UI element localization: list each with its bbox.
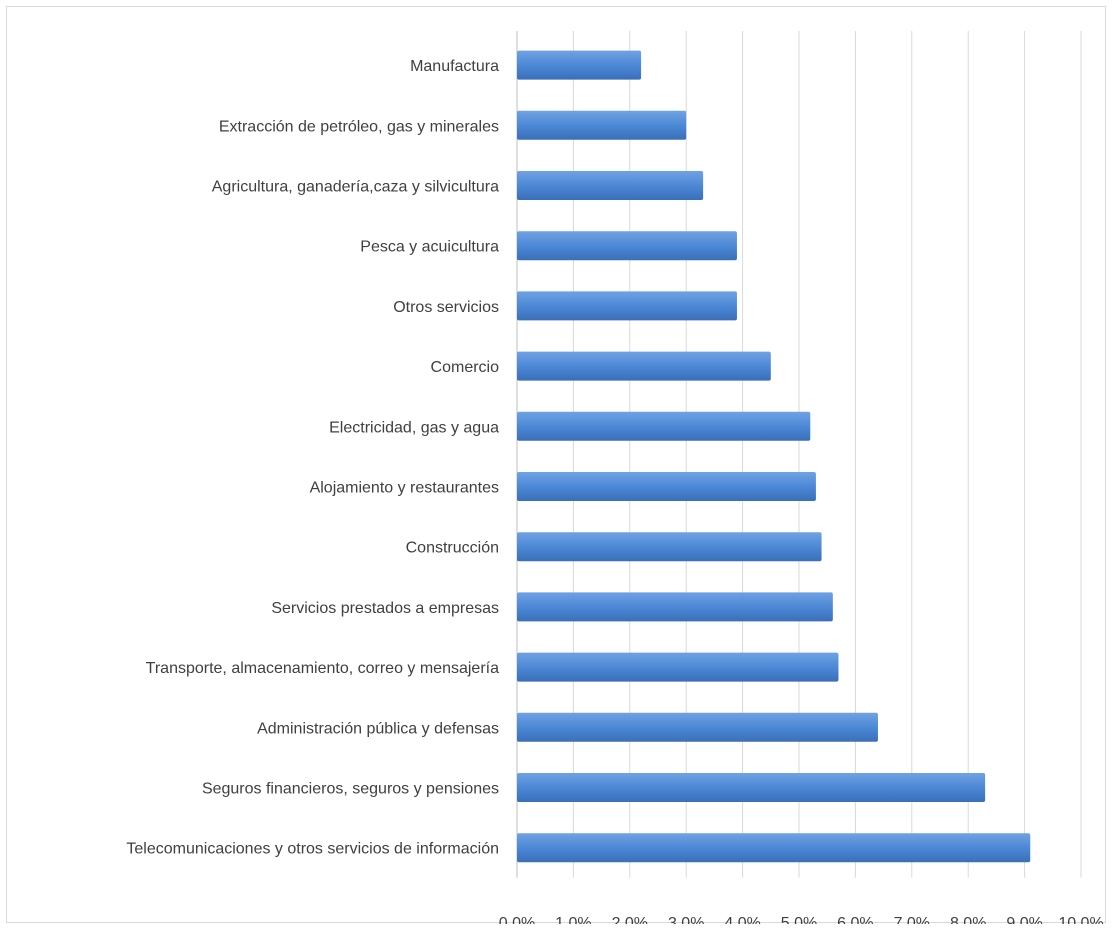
x-tick-label: 5.0% bbox=[781, 915, 817, 924]
x-tick-label: 7.0% bbox=[894, 915, 930, 924]
bar bbox=[517, 231, 737, 261]
category-label: Otros servicios bbox=[393, 299, 499, 316]
x-tick-label: 1.0% bbox=[555, 915, 591, 924]
category-label: Construcción bbox=[406, 540, 499, 557]
bar bbox=[517, 773, 986, 802]
x-tick-label: 0.0% bbox=[499, 915, 535, 924]
bar-chart: Manufactura Extracción de petróleo, gas y… bbox=[126, 31, 1104, 924]
category-label: Servicios prestados a empresas bbox=[271, 600, 499, 617]
category-label: Extracción de petróleo, gas y minerales bbox=[219, 118, 499, 135]
category-label: Pesca y acuicultura bbox=[360, 239, 499, 256]
bar bbox=[517, 532, 822, 562]
category-label: Administración pública y defensas bbox=[257, 720, 499, 737]
category-label: Transporte, almacenamiento, correo y men… bbox=[146, 660, 499, 677]
bar bbox=[517, 411, 811, 441]
bar bbox=[517, 110, 687, 140]
x-tick-label: 8.0% bbox=[950, 915, 986, 924]
category-label: Manufactura bbox=[410, 58, 499, 75]
category-label: Alojamiento y restaurantes bbox=[310, 480, 499, 497]
x-tick-label: 4.0% bbox=[724, 915, 760, 924]
x-axis-ticks: 0.0% 1.0% 2.0% 3.0% 4.0% 5.0% 6.0% 7.0% 8.0% 9.0%… bbox=[499, 915, 1104, 924]
bar bbox=[517, 472, 816, 501]
category-label: Telecomunicaciones y otros servicios de … bbox=[126, 841, 499, 858]
x-tick-label: 3.0% bbox=[668, 915, 704, 924]
bar bbox=[517, 50, 642, 80]
x-tick-label: 6.0% bbox=[837, 915, 873, 924]
bar bbox=[517, 351, 771, 381]
category-label: Agricultura, ganadería,caza y silvicultu… bbox=[212, 179, 499, 196]
bar bbox=[517, 833, 1031, 863]
x-tick-label: 9.0% bbox=[1006, 915, 1042, 924]
bar bbox=[517, 712, 878, 742]
category-label: Comercio bbox=[431, 359, 500, 376]
bars bbox=[517, 50, 1031, 863]
bar bbox=[517, 592, 833, 622]
chart-frame: Manufactura Extracción de petróleo, gas y… bbox=[6, 6, 1106, 924]
bar bbox=[517, 291, 737, 321]
bar bbox=[517, 171, 704, 200]
bar bbox=[517, 652, 839, 682]
grid-lines bbox=[516, 31, 1082, 878]
category-label: Seguros financieros, seguros y pensiones bbox=[202, 781, 499, 798]
x-tick-label: 2.0% bbox=[612, 915, 648, 924]
category-labels: Manufactura Extracción de petróleo, gas y… bbox=[126, 58, 499, 858]
x-tick-label: 10.0% bbox=[1058, 915, 1103, 924]
category-label: Electricidad, gas y agua bbox=[329, 419, 499, 436]
